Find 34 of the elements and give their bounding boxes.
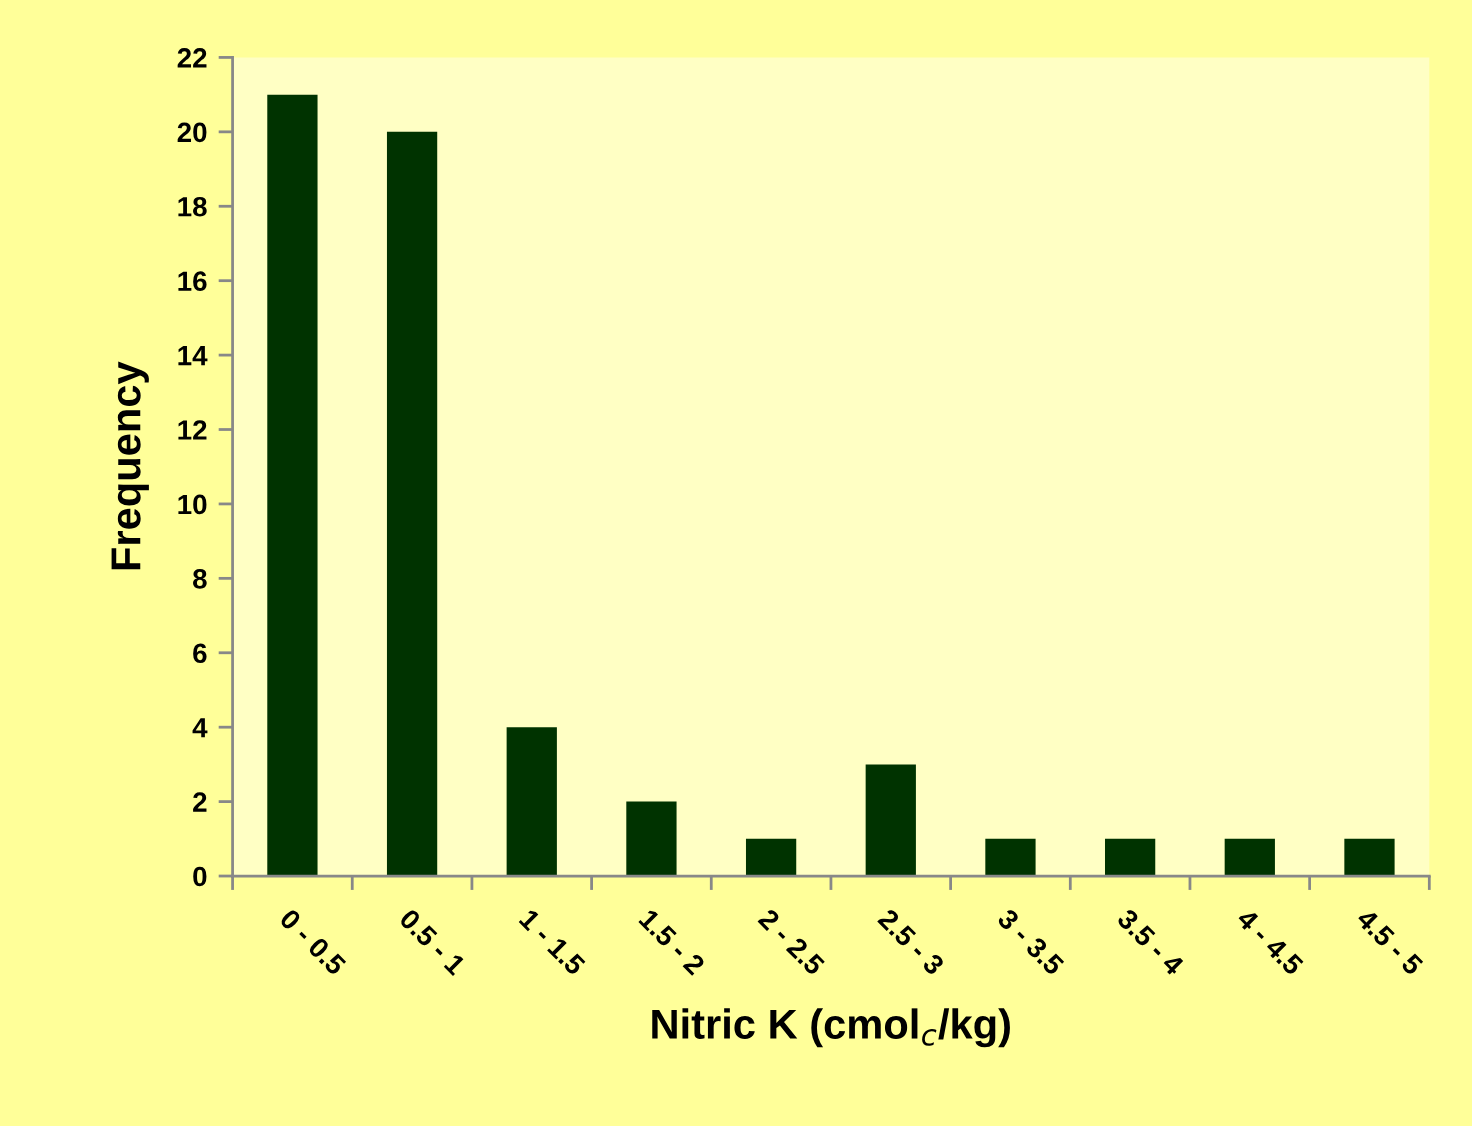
bar bbox=[506, 727, 557, 877]
bar bbox=[985, 838, 1036, 877]
x-tick-label: 4.5 - 5 bbox=[1355, 907, 1424, 977]
bar bbox=[745, 838, 797, 877]
y-tick-label: 20 bbox=[177, 122, 207, 143]
bar bbox=[1105, 838, 1156, 877]
bar bbox=[865, 764, 916, 877]
x-tick-label: 0 - 0.5 bbox=[278, 907, 348, 977]
y-tick-label: 18 bbox=[178, 196, 207, 217]
y-tick-label: 8 bbox=[193, 569, 207, 589]
y-tick-label: 4 bbox=[192, 718, 208, 738]
y-tick-label: 10 bbox=[178, 494, 207, 515]
x-tick-label: 2 - 2.5 bbox=[757, 907, 826, 977]
x-tick-label: 3 - 3.5 bbox=[996, 907, 1066, 977]
y-tick-label: 12 bbox=[178, 420, 207, 440]
y-tick-label: 6 bbox=[193, 643, 207, 664]
bar bbox=[1224, 838, 1275, 877]
x-axis-title: Nitric K (cmol$_{c}$/kg) bbox=[652, 1008, 1010, 1048]
y-tick-label: 2 bbox=[193, 792, 207, 812]
bar bbox=[1344, 838, 1395, 877]
bar bbox=[386, 131, 438, 877]
x-tick-label: 4 - 4.5 bbox=[1235, 907, 1305, 977]
bar bbox=[267, 94, 318, 877]
x-tick-label: 1 - 1.5 bbox=[518, 908, 587, 977]
y-tick-label: 16 bbox=[178, 271, 207, 292]
x-tick-label: 2.5 - 3 bbox=[877, 907, 946, 977]
y-tick-label: 22 bbox=[177, 48, 207, 68]
y-tick-label: 14 bbox=[178, 346, 208, 366]
x-tick-label: 0.5 - 1 bbox=[398, 907, 467, 977]
y-axis-title: Frequency bbox=[111, 361, 149, 570]
x-tick-label: 3.5 - 4 bbox=[1116, 907, 1186, 977]
y-tick-label: 0 bbox=[193, 866, 207, 887]
x-tick-label: 1.5 - 2 bbox=[638, 908, 706, 976]
bar bbox=[626, 801, 677, 877]
